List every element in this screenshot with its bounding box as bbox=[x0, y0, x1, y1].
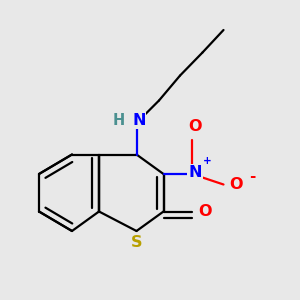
Text: +: + bbox=[203, 156, 212, 167]
Text: O: O bbox=[188, 119, 202, 134]
Text: N: N bbox=[188, 165, 202, 180]
Text: N: N bbox=[132, 113, 146, 128]
Text: O: O bbox=[198, 204, 211, 219]
Text: S: S bbox=[131, 235, 142, 250]
Text: -: - bbox=[249, 169, 255, 184]
Text: O: O bbox=[229, 177, 242, 192]
Text: H: H bbox=[113, 113, 125, 128]
